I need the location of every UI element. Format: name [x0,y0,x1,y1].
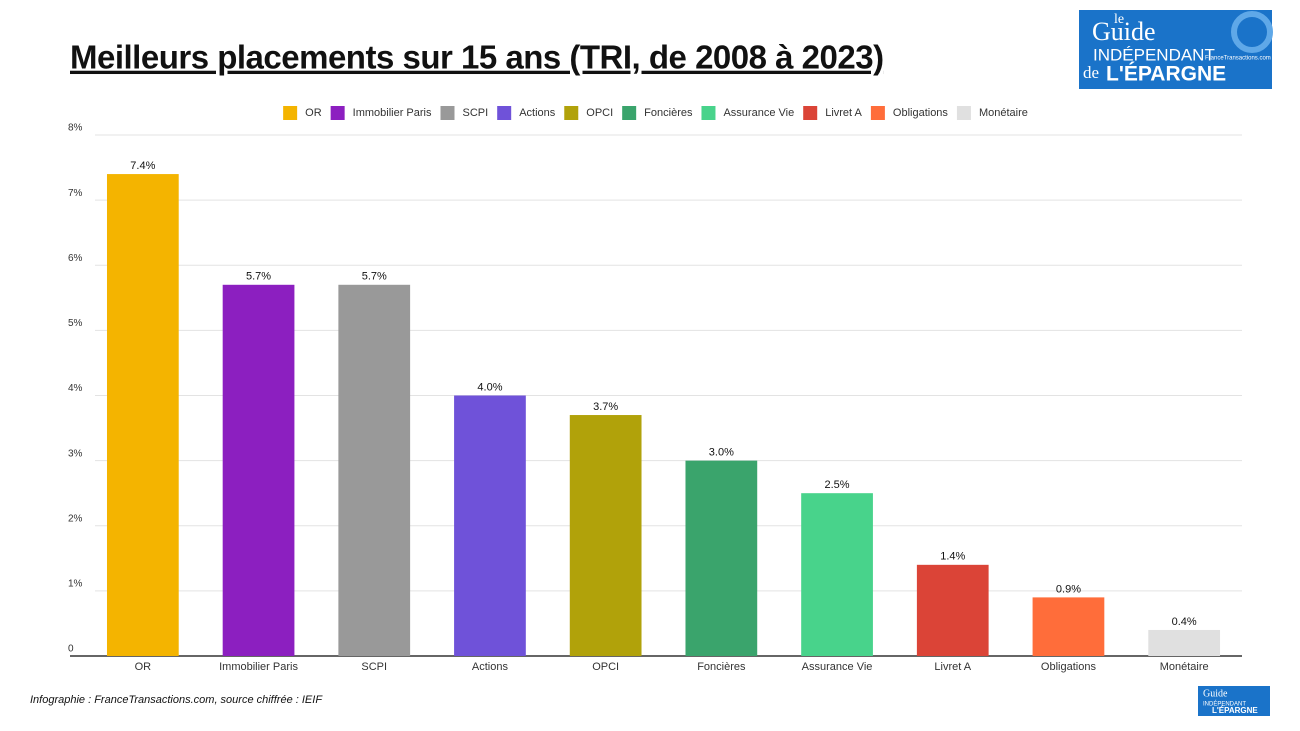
value-label: 2.5% [825,479,850,491]
legend-label: Monétaire [979,107,1028,119]
value-label: 4.0% [477,381,502,393]
value-label: 0.4% [1172,616,1197,628]
legend-label: Foncières [644,107,693,119]
x-tick-label: Livret A [934,661,971,673]
value-label: 0.9% [1056,583,1081,595]
legend-swatch [870,106,885,120]
logo-text: Guide [1092,17,1156,46]
y-tick-label: 1% [68,579,83,590]
logo-text: FranceTransactions.com [1205,56,1271,62]
value-label: 3.0% [709,447,734,459]
y-tick-label: 5% [68,318,83,329]
bar [801,493,873,656]
x-tick-label: SCPI [361,661,387,673]
legend-label: SCPI [463,107,489,119]
legend-swatch [330,106,345,120]
y-tick-label: 6% [68,253,83,264]
legend-swatch [622,106,637,120]
bar [916,564,989,656]
value-label: 7.4% [130,160,155,172]
legend-label: Immobilier Paris [353,107,432,119]
value-label: 5.7% [362,271,387,283]
logo-bg [1198,686,1270,716]
legend-swatch [497,106,512,120]
legend-label: Livret A [825,107,862,119]
logo-text: Guide [1203,688,1228,699]
legend-swatch [440,106,455,120]
x-tick-label: Assurance Vie [802,661,873,673]
legend-label: Assurance Vie [723,107,794,119]
logo-text: L'ÉPARGNE [1106,63,1226,86]
value-label: 3.7% [593,401,618,413]
bar [1032,597,1105,656]
logo-text: INDÉPENDANT [1093,45,1215,64]
y-tick-label: 0 [68,644,74,655]
footer: Infographie : FranceTransactions.com, so… [30,694,323,706]
bar [569,415,642,656]
logo-small: Guide INDÉPENDANT L'ÉPARGNE [1198,686,1270,716]
value-label: 1.4% [940,551,965,563]
x-tick-label: OR [135,661,152,673]
y-tick-label: 8% [68,123,83,134]
x-tick-label: Actions [472,661,509,673]
bar [1148,629,1221,656]
legend-label: Obligations [893,107,949,119]
legend-label: OPCI [586,107,613,119]
logo-text: le [1114,12,1124,27]
y-tick-label: 2% [68,513,83,524]
x-tick-label: Immobilier Paris [219,661,298,673]
legend: OR Immobilier Paris SCPI Actions OPCI Foncièr… [283,106,1028,120]
logo-text: L'ÉPARGNE [1212,706,1258,715]
value-label: 5.7% [246,271,271,283]
y-tick-label: 4% [68,383,83,394]
bar [338,284,411,656]
y-tick-label: 3% [68,448,83,459]
legend-swatch [701,106,716,120]
bar [222,284,295,656]
legend-swatch [956,106,971,120]
x-tick-label: Obligations [1041,661,1097,673]
legend-label: Actions [519,107,556,119]
bar [106,174,179,656]
bar [454,395,526,656]
logo-text: INDÉPENDANT [1203,701,1246,708]
legend-swatch [564,106,579,120]
x-tick-label: Monétaire [1160,661,1209,673]
legend-swatch [283,106,298,120]
x-tick-label: OPCI [592,661,619,673]
legend-swatch [803,106,818,120]
chart-title: Meilleurs placements sur 15 ans (TRI, de… [70,39,884,76]
x-tick-label: Foncières [697,661,746,673]
logo-text: de [1083,63,1099,82]
logo: le Guide INDÉPENDANT de L'ÉPARGNE France… [1079,10,1273,89]
y-tick-label: 7% [68,188,83,199]
legend-label: OR [305,107,322,119]
bar [685,460,758,656]
logo-circle [1231,11,1273,53]
